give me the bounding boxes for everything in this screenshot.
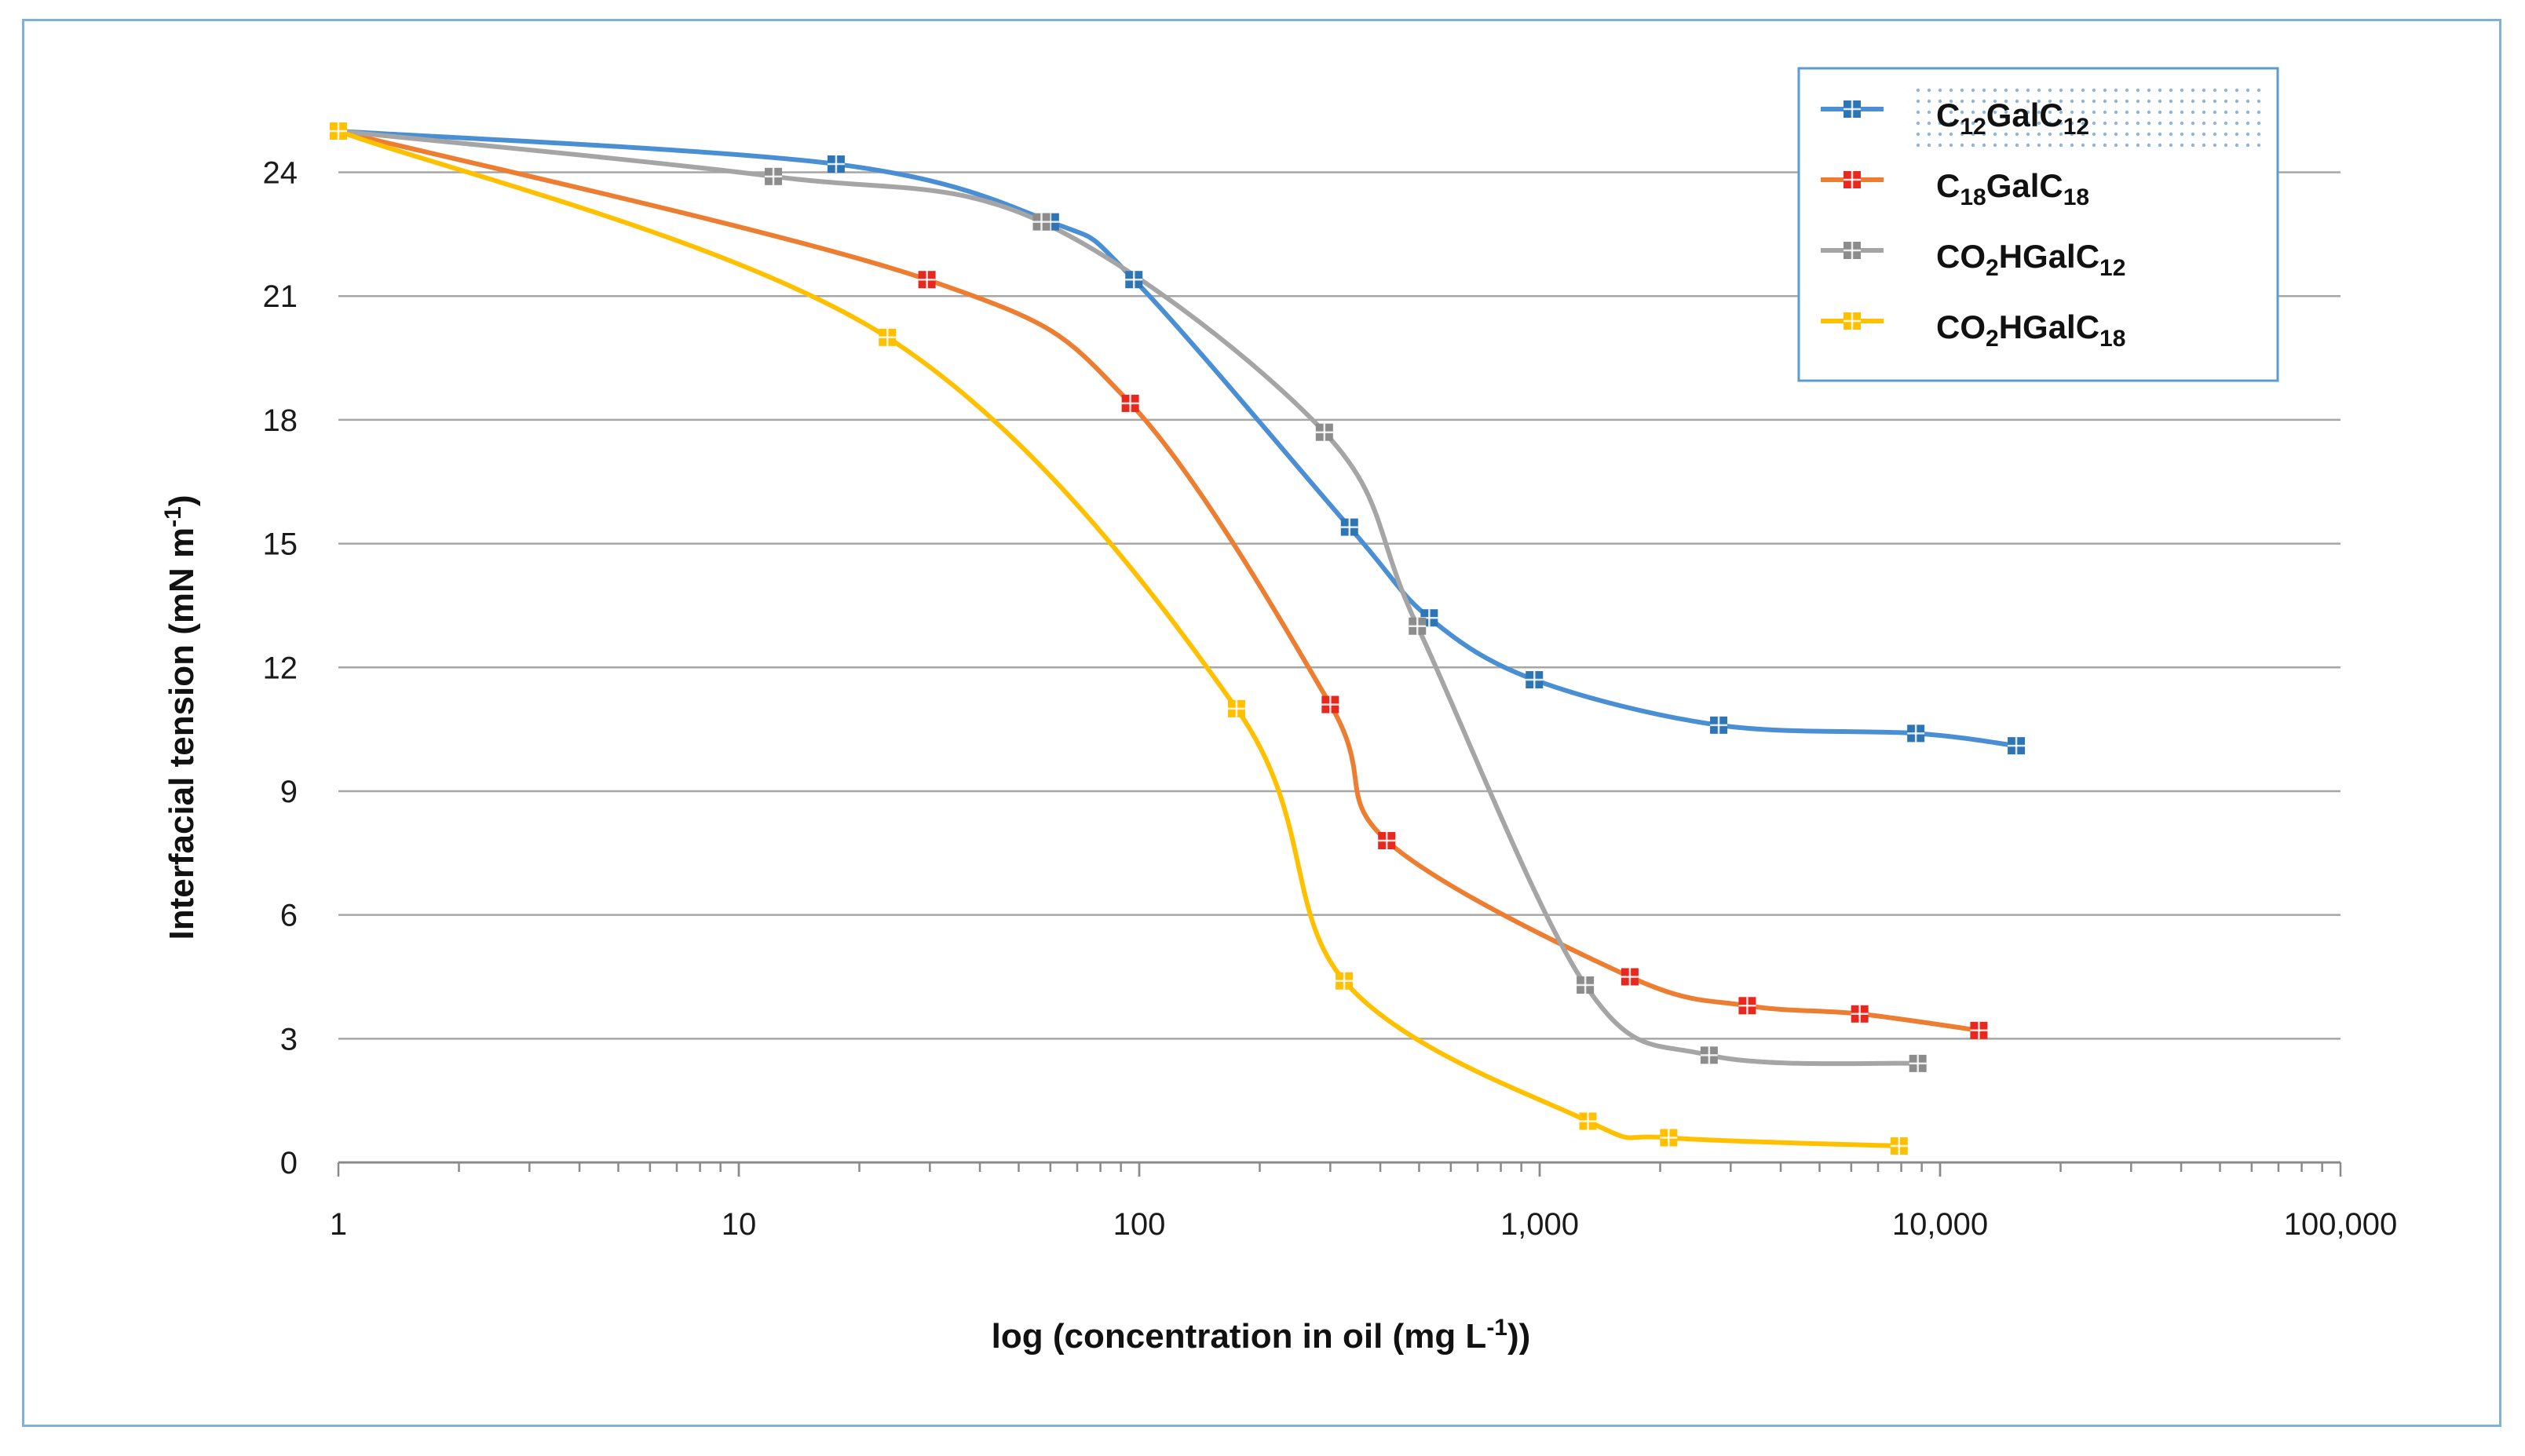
- series-markers: [330, 122, 2026, 1155]
- data-point-CO2HGalC18-6: [1890, 1137, 1908, 1155]
- legend-marker-CO2HGalC18: [1844, 312, 1861, 330]
- legend-label-CO2HGalC12: CO2HGalC12: [1936, 238, 2125, 281]
- data-point-C18GalC18-7: [1851, 1005, 1869, 1023]
- data-point-C18GalC18-8: [1970, 1021, 1988, 1039]
- data-point-C18GalC18-5: [1621, 968, 1639, 986]
- line-chart: 0 3 6 9 12 15 18 21 24 1 10 100 1,000 10,000 100,000 lo…: [160, 67, 2397, 1356]
- data-point-CO2HGalC12-3: [1315, 423, 1333, 441]
- data-point-C18GalC18-2: [1121, 394, 1139, 412]
- legend-marker-C12GalC12: [1844, 100, 1861, 118]
- data-point-C18GalC18-3: [1321, 695, 1339, 713]
- x-tick-label: 100: [1113, 1207, 1166, 1242]
- data-point-CO2HGalC18-3: [1336, 972, 1354, 990]
- axes: [337, 1161, 2342, 1177]
- data-point-CO2HGalC18-0: [330, 122, 347, 140]
- y-tick-label: 21: [263, 279, 298, 314]
- data-point-C18GalC18-4: [1378, 832, 1396, 850]
- series-line-C12GalC12: [336, 129, 2019, 749]
- data-point-C12GalC12-1: [827, 155, 845, 173]
- data-point-C18GalC18-1: [918, 271, 936, 289]
- y-tick-label: 18: [263, 403, 298, 438]
- data-point-CO2HGalC12-2: [1032, 213, 1051, 231]
- data-point-C18GalC18-6: [1738, 997, 1756, 1015]
- data-point-C12GalC12-9: [2008, 737, 2026, 755]
- data-point-C12GalC12-6: [1526, 671, 1544, 689]
- series-lines: [336, 129, 2019, 1148]
- data-point-C12GalC12-7: [1710, 716, 1728, 734]
- legend-label-C12GalC12: C12GalC12: [1936, 97, 2089, 140]
- y-tick-label: 24: [263, 156, 298, 191]
- legend-label-CO2HGalC18: CO2HGalC18: [1936, 308, 2125, 352]
- series-line-CO2HGalC18: [336, 129, 1902, 1148]
- data-point-CO2HGalC18-2: [1227, 699, 1245, 717]
- y-tick-label: 6: [280, 899, 298, 933]
- data-point-CO2HGalC12-7: [1909, 1054, 1927, 1072]
- data-point-CO2HGalC18-4: [1579, 1112, 1597, 1130]
- data-point-CO2HGalC18-1: [879, 328, 897, 346]
- legend-marker-C18GalC18: [1844, 171, 1861, 188]
- y-tick-label: 9: [280, 775, 298, 809]
- x-tick-label: 10: [722, 1207, 757, 1242]
- data-point-CO2HGalC12-6: [1700, 1046, 1718, 1064]
- legend: C12GalC12 C18GalC18 CO2HGalC12 CO2HGalC18: [1797, 67, 2279, 382]
- y-tick-label: 0: [280, 1146, 298, 1180]
- data-point-CO2HGalC12-5: [1577, 976, 1595, 994]
- x-tick-label: 1: [330, 1207, 347, 1242]
- x-axis-title: log (concentration in oil (mg L-1)): [992, 1315, 1531, 1356]
- data-point-C12GalC12-8: [1907, 724, 1925, 743]
- legend-label-C18GalC18: C18GalC18: [1936, 167, 2089, 210]
- y-tick-label: 12: [263, 651, 298, 685]
- gridlines: [338, 171, 2340, 1040]
- x-tick-label: 1,000: [1500, 1207, 1579, 1242]
- chart-frame: 0 3 6 9 12 15 18 21 24 1 10 100 1,000 10,000 100,000 lo…: [22, 19, 2501, 1427]
- axis-labels: 0 3 6 9 12 15 18 21 24 1 10 100 1,000 10,000 100,000 lo…: [160, 156, 2397, 1356]
- legend-highlight-pattern: [1909, 82, 2262, 147]
- series-line-C18GalC18: [336, 129, 1982, 1033]
- data-point-CO2HGalC12-1: [765, 167, 783, 185]
- y-tick-label: 3: [280, 1022, 298, 1056]
- data-point-C12GalC12-4: [1340, 518, 1358, 536]
- legend-marker-CO2HGalC12: [1844, 242, 1861, 259]
- x-tick-label: 100,000: [2284, 1207, 2398, 1242]
- data-point-C12GalC12-3: [1125, 271, 1143, 289]
- data-point-CO2HGalC18-5: [1660, 1129, 1678, 1147]
- x-tick-label: 10,000: [1892, 1207, 1988, 1242]
- y-axis-title: Interfacial tension (mN m-1): [160, 494, 201, 940]
- data-point-CO2HGalC12-4: [1409, 617, 1427, 635]
- y-tick-label: 15: [263, 527, 298, 562]
